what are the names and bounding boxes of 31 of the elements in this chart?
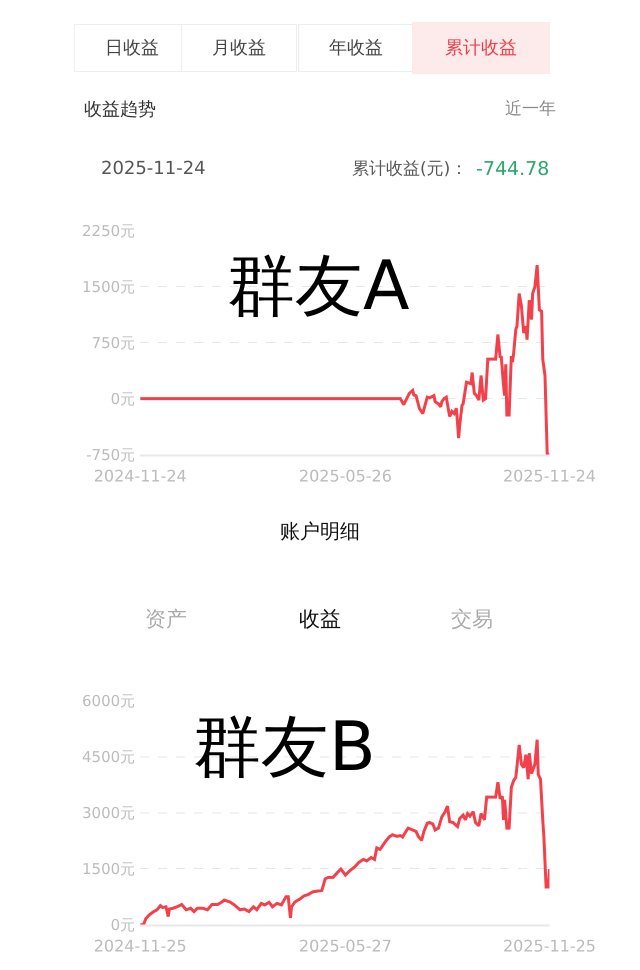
x-tick-label: 2025-11-25 [502, 936, 596, 956]
y-tick-label: -750元 [86, 446, 136, 464]
x-tick-label: 2024-11-24 [94, 466, 187, 486]
y-tick-label: 750元 [92, 334, 136, 352]
y-tick-label: 3000元 [82, 804, 136, 822]
chart-title: 收益趋势 [84, 99, 156, 120]
text: 资产 [145, 607, 187, 631]
text: 近一年 [505, 99, 556, 119]
text: 年收益 [329, 38, 383, 58]
y-tick-label: 2250元 [82, 222, 136, 240]
x-tick-label: 2025-11-24 [502, 466, 596, 486]
text: -744.78 [476, 158, 550, 180]
text: 交易 [451, 607, 493, 631]
text: 累计收益 [445, 38, 517, 58]
y-tick-label: 4500元 [82, 748, 136, 766]
chart-title: 账户明细 [280, 519, 360, 543]
text: 日收益 [105, 38, 159, 58]
y-tick-label: 6000元 [82, 692, 136, 710]
text: 2025-11-24 [101, 158, 206, 179]
y-tick-label: 1500元 [82, 860, 136, 878]
text: 累计收益(元)： [352, 159, 468, 179]
x-tick-label: 2025-05-27 [298, 936, 392, 956]
annotation: 群友A [227, 247, 410, 326]
text: 月收益 [212, 38, 266, 58]
y-tick-label: 0元 [110, 390, 136, 408]
annotation: 群友B [193, 708, 376, 787]
y-tick-label: 0元 [110, 916, 136, 934]
y-tick-label: 1500元 [82, 278, 136, 296]
x-tick-label: 2025-05-26 [298, 466, 392, 486]
text: 收益 [299, 607, 341, 631]
x-tick-label: 2024-11-25 [94, 936, 187, 956]
